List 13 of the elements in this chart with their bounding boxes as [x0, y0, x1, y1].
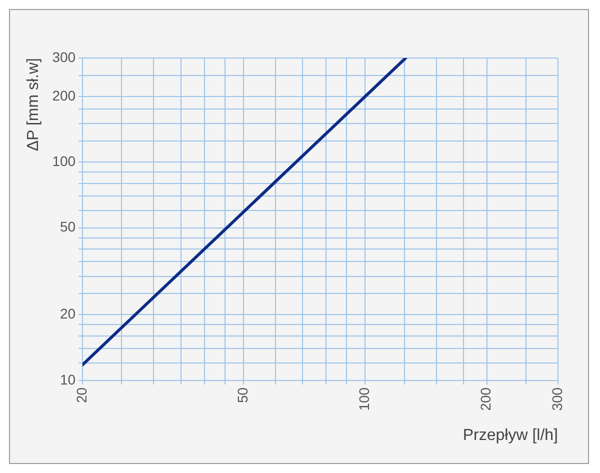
x-tick-label: 50: [234, 387, 250, 404]
x-tick-label: 200: [478, 387, 494, 411]
y-axis-title: ΔP [mm sł.w]: [25, 58, 42, 152]
x-tick-label: 300: [548, 387, 565, 411]
y-tick-label: 20: [60, 306, 76, 322]
x-axis-title: Przepływ [l/h]: [462, 426, 558, 444]
x-tick-label: 100: [356, 387, 372, 411]
y-tick-label: 100: [52, 153, 76, 170]
y-tick-label: 10: [60, 371, 76, 388]
y-tick-label: 50: [60, 218, 76, 235]
x-tick-label: 20: [73, 387, 90, 404]
y-tick-label: 300: [52, 48, 76, 65]
y-tick-label: 200: [52, 87, 76, 104]
